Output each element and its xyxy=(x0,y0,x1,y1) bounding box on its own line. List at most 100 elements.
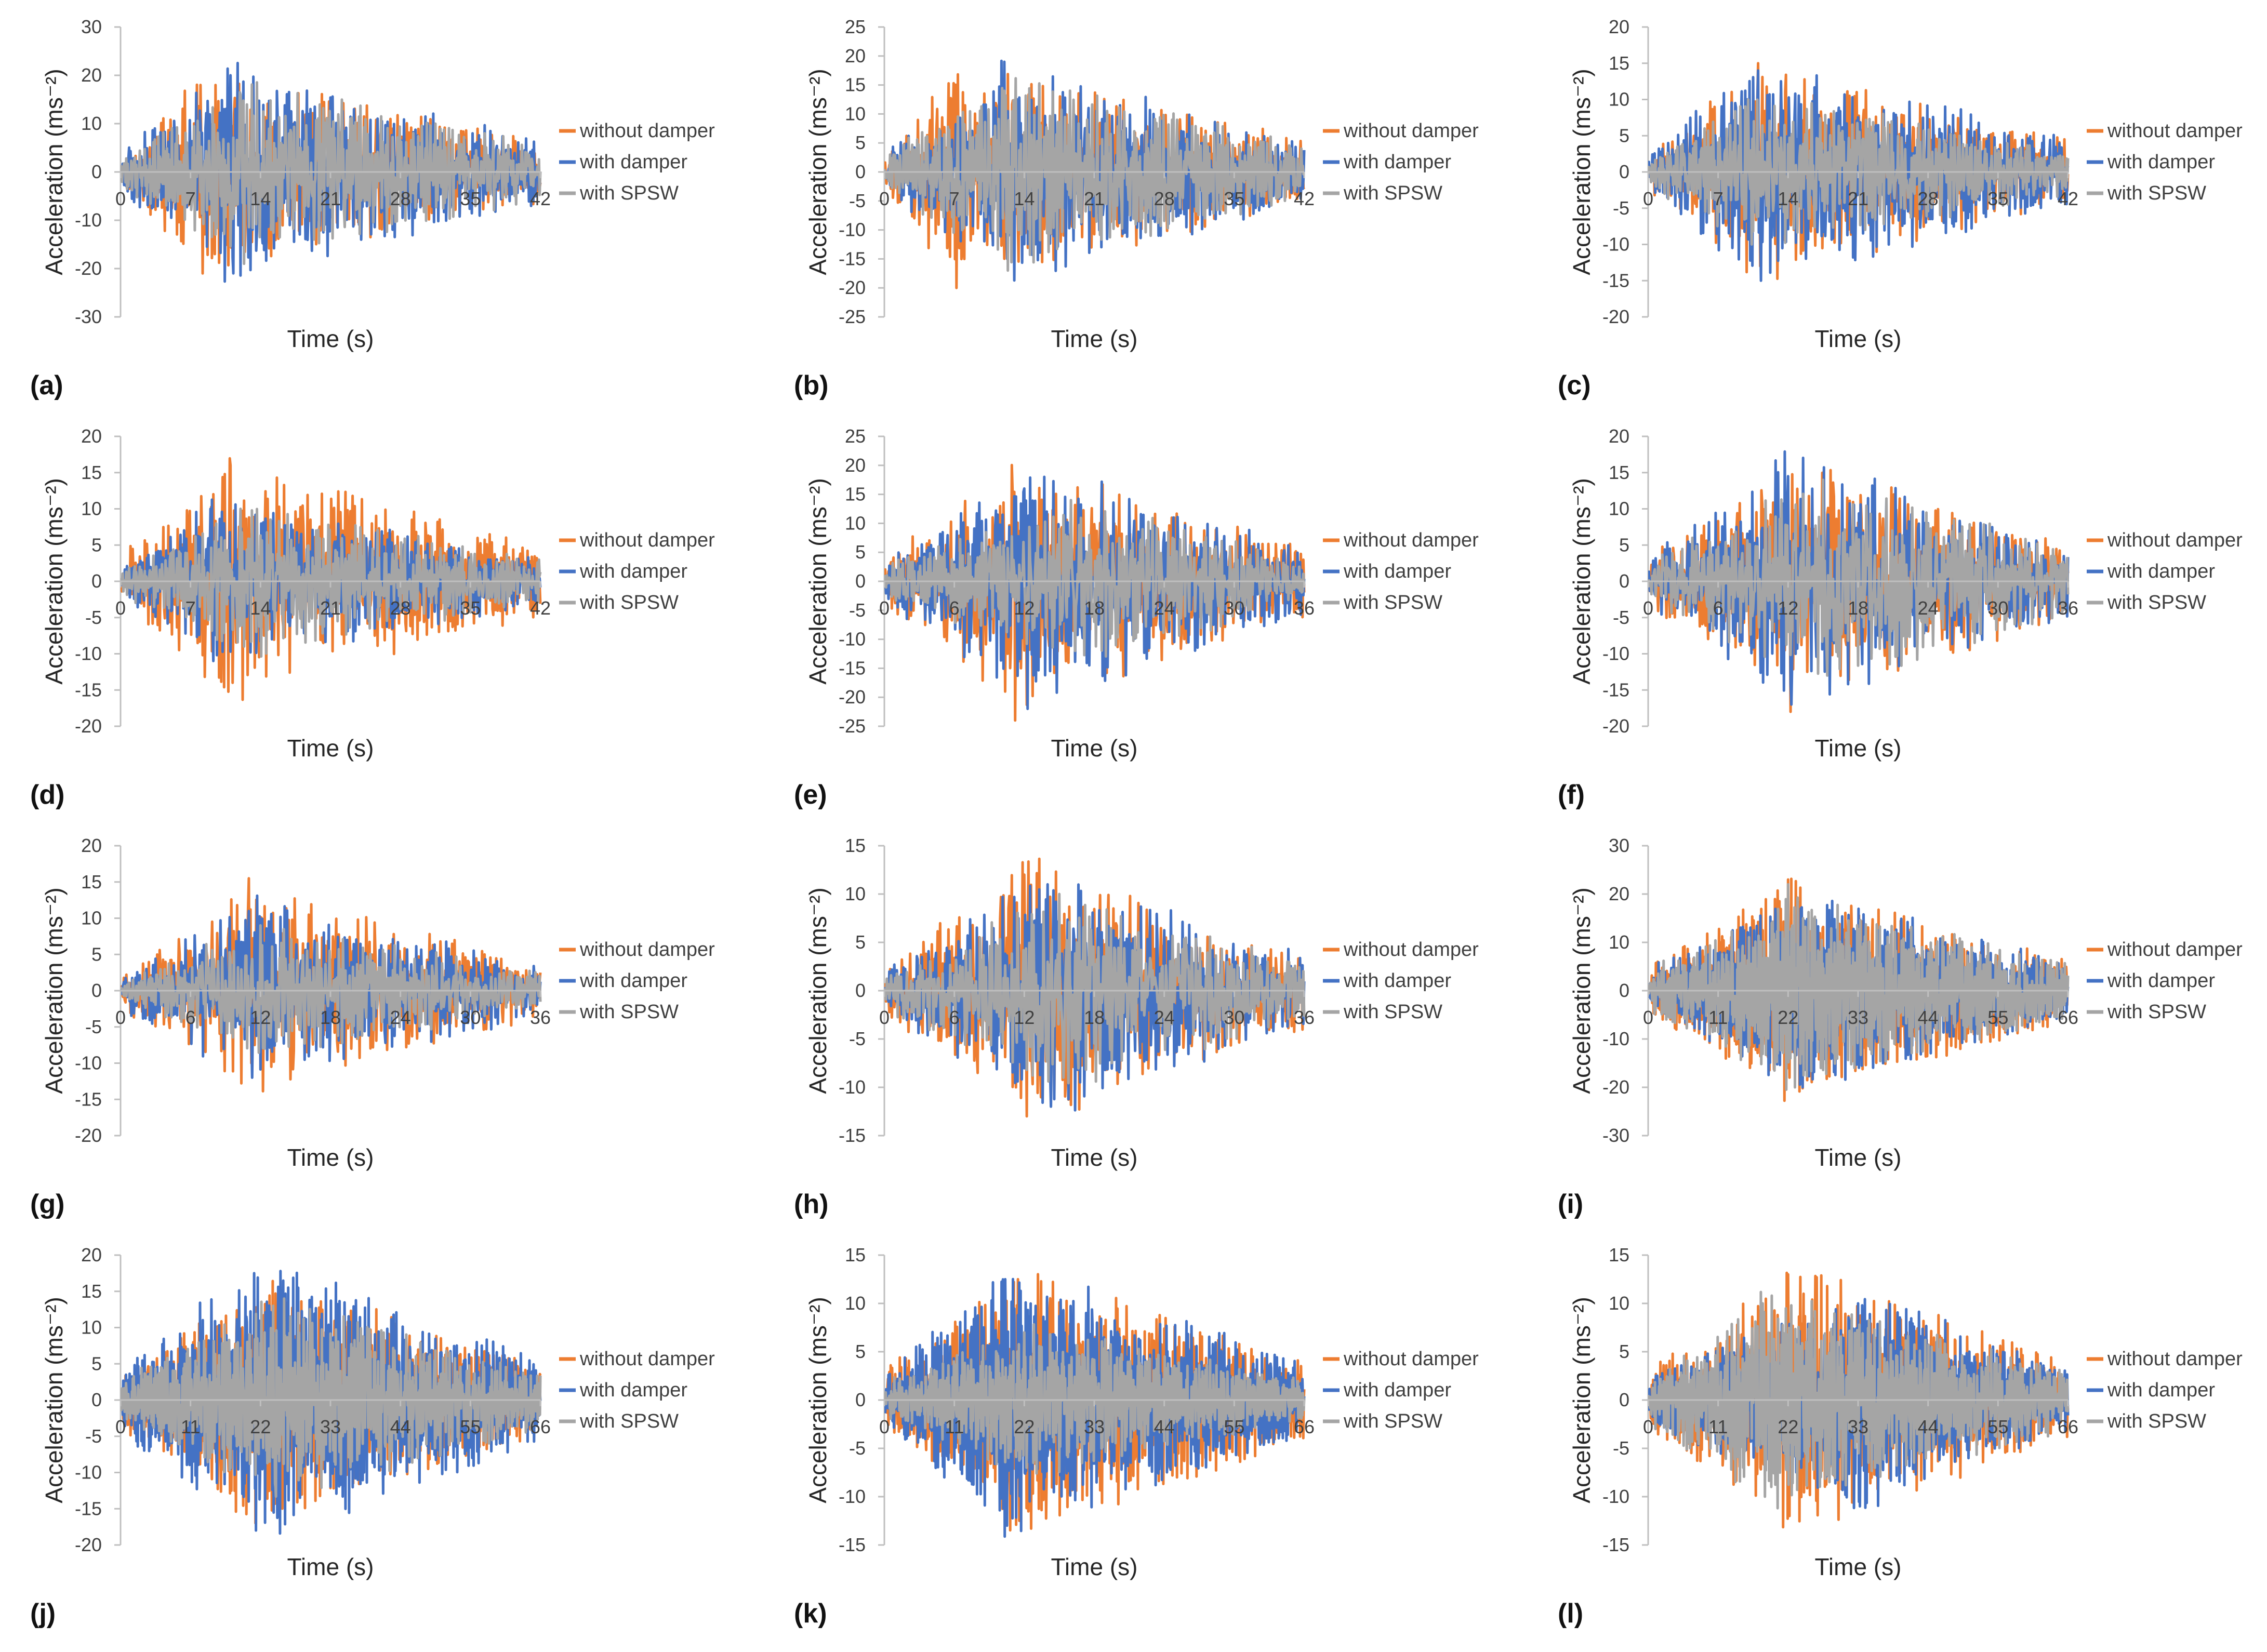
x-tick-label: 14 xyxy=(250,597,271,619)
y-tick-label: -10 xyxy=(839,629,866,650)
x-tick-label: 42 xyxy=(1294,188,1315,209)
y-axis-title: Acceleration (ms⁻²) xyxy=(1568,1297,1595,1503)
y-tick-label: -5 xyxy=(1613,607,1629,628)
chart-svg: 20 15 10 5 0 -5 -10 -15 -20 0 6 12 18 24 30 36 Time (s) A… xyxy=(1568,425,2243,762)
x-tick-label: 36 xyxy=(2058,597,2078,619)
y-tick-label: 10 xyxy=(1609,931,1629,953)
x-tick-label: 6 xyxy=(1713,597,1724,619)
y-tick-label: 10 xyxy=(81,908,102,929)
y-tick-label: 0 xyxy=(1619,161,1629,182)
x-tick-label: 28 xyxy=(1918,188,1939,209)
y-tick-label: -5 xyxy=(85,1425,102,1447)
chart-svg: 20 15 10 5 0 -5 -10 -15 -20 0 11 22 33 44 55 66 Time (s)… xyxy=(41,1244,715,1580)
y-tick-label: -5 xyxy=(85,1016,102,1037)
legend-label-with: with damper xyxy=(579,970,687,992)
x-tick-label: 24 xyxy=(1154,597,1175,619)
y-tick-label: 5 xyxy=(855,541,866,563)
x-tick-label: 6 xyxy=(949,1007,960,1028)
legend-label-without: without damper xyxy=(1343,939,1479,961)
y-tick-label: 10 xyxy=(81,1317,102,1338)
x-tick-label: 66 xyxy=(530,1416,551,1437)
y-tick-label: -25 xyxy=(839,306,866,327)
legend-label-with: with damper xyxy=(1343,1379,1451,1401)
y-tick-label: 5 xyxy=(855,1341,866,1362)
y-axis-title: Acceleration (ms⁻²) xyxy=(804,1297,831,1503)
y-tick-label: 5 xyxy=(91,1353,102,1374)
legend-label-spsw: with SPSW xyxy=(2107,592,2206,614)
y-tick-label: 10 xyxy=(1609,498,1629,519)
y-tick-label: 0 xyxy=(855,570,866,592)
legend-label-spsw: with SPSW xyxy=(1343,1001,1442,1023)
chart-svg: 20 15 10 5 0 -5 -10 -15 -20 0 6 12 18 24 30 36 Time (s) A… xyxy=(41,835,715,1171)
y-tick-label: 10 xyxy=(845,103,866,124)
y-tick-label: -30 xyxy=(1602,1125,1629,1146)
y-tick-label: -5 xyxy=(849,1437,866,1459)
legend-label-with: with damper xyxy=(2107,1379,2215,1401)
y-tick-label: -25 xyxy=(839,715,866,737)
panel-label: (a) xyxy=(30,370,63,401)
y-tick-label: -20 xyxy=(75,258,102,279)
x-tick-label: 36 xyxy=(1294,597,1315,619)
x-tick-label: 24 xyxy=(1918,597,1939,619)
chart-panel: 15 10 5 0 -5 -10 -15 0 6 12 18 24 30 36 Time (s) Accele… xyxy=(764,819,1519,1229)
y-tick-label: 20 xyxy=(845,45,866,66)
chart-panel: 20 15 10 5 0 -5 -10 -15 -20 0 6 12 18 24 30 36 Time (s) A… xyxy=(1528,409,2267,820)
x-axis-title: Time (s) xyxy=(1051,735,1138,762)
x-axis-title: Time (s) xyxy=(1815,1144,1902,1171)
legend-label-spsw: with SPSW xyxy=(2107,182,2206,204)
y-axis-title: Acceleration (ms⁻²) xyxy=(41,69,68,275)
y-tick-label: -20 xyxy=(75,715,102,737)
legend-label-with: with damper xyxy=(2107,151,2215,173)
panel-label: (c) xyxy=(1558,370,1591,401)
y-tick-label: -10 xyxy=(1602,234,1629,255)
y-tick-label: 15 xyxy=(81,871,102,892)
x-tick-label: 12 xyxy=(1014,1007,1035,1028)
x-tick-label: 35 xyxy=(1224,188,1244,209)
x-tick-label: 28 xyxy=(1154,188,1175,209)
x-tick-label: 24 xyxy=(390,1007,411,1028)
y-tick-label: 25 xyxy=(845,16,866,37)
x-tick-label: 66 xyxy=(1294,1416,1315,1437)
x-tick-label: 42 xyxy=(530,597,551,619)
y-tick-label: 15 xyxy=(845,1244,866,1265)
x-tick-label: 0 xyxy=(115,1007,126,1028)
y-axis-title: Acceleration (ms⁻²) xyxy=(804,887,831,1094)
chart-panel: 30 20 10 0 -10 -20 -30 0 11 22 33 44 55 66 Time (s) Acc… xyxy=(1528,819,2267,1229)
y-tick-label: 0 xyxy=(91,1389,102,1410)
x-tick-label: 66 xyxy=(2058,1007,2078,1028)
y-tick-label: 30 xyxy=(1609,835,1629,856)
y-tick-label: -10 xyxy=(1602,1028,1629,1049)
y-tick-label: 15 xyxy=(845,74,866,96)
y-tick-label: -15 xyxy=(1602,1534,1629,1555)
x-tick-label: 33 xyxy=(320,1416,341,1437)
chart-panel: 20 15 10 5 0 -5 -10 -15 -20 0 7 14 21 28 35 42 Time (s) A… xyxy=(1528,0,2267,410)
x-tick-label: 35 xyxy=(1987,188,2008,209)
y-tick-label: 10 xyxy=(1609,89,1629,110)
y-tick-label: 15 xyxy=(1609,462,1629,483)
x-tick-label: 18 xyxy=(1848,597,1868,619)
y-tick-label: 0 xyxy=(1619,570,1629,592)
x-tick-label: 11 xyxy=(181,1416,200,1437)
x-tick-label: 0 xyxy=(1643,597,1653,619)
x-tick-label: 33 xyxy=(1848,1007,1868,1028)
y-tick-label: 0 xyxy=(1619,1389,1629,1410)
x-tick-label: 11 xyxy=(945,1416,964,1437)
x-tick-label: 6 xyxy=(949,597,960,619)
y-tick-label: -20 xyxy=(1602,715,1629,737)
y-tick-label: 10 xyxy=(845,512,866,534)
y-tick-label: 20 xyxy=(1609,425,1629,447)
x-tick-label: 22 xyxy=(1014,1416,1035,1437)
x-tick-label: 0 xyxy=(879,188,890,209)
chart-svg: 15 10 5 0 -5 -10 -15 0 6 12 18 24 30 36 Time (s) Accele… xyxy=(804,835,1479,1171)
x-tick-label: 7 xyxy=(185,597,196,619)
x-tick-label: 30 xyxy=(1224,597,1244,619)
legend-label-with: with damper xyxy=(579,561,687,582)
y-tick-label: 0 xyxy=(91,570,102,592)
y-tick-label: 20 xyxy=(845,455,866,476)
y-tick-label: 5 xyxy=(1619,534,1629,555)
panel-label: (i) xyxy=(1558,1189,1584,1219)
chart-panel: 25 20 15 10 5 0 -5 -10 -15 -20 -25 0 7 14 21 28 35 42 Time… xyxy=(764,0,1519,410)
x-tick-label: 12 xyxy=(1014,597,1035,619)
legend-label-spsw: with SPSW xyxy=(579,1001,679,1023)
series-line-spsw xyxy=(884,77,1305,272)
